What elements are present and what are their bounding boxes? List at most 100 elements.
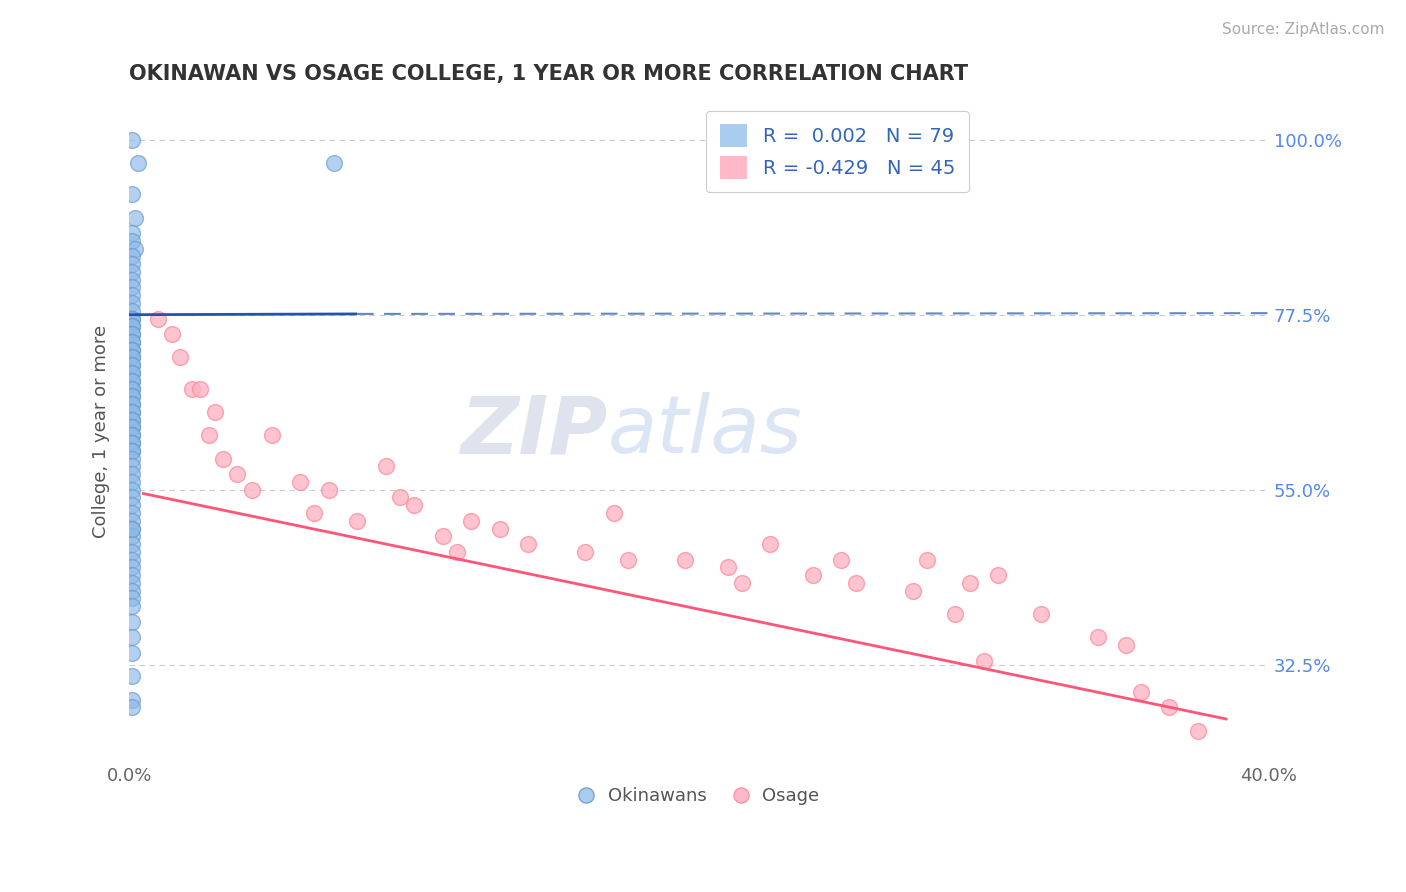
Point [121, 374, 143, 388]
Point [121, 412, 143, 426]
Point [121, 436, 143, 450]
Point [759, 537, 782, 551]
Point [616, 552, 638, 566]
Point [121, 576, 143, 591]
Point [121, 498, 143, 512]
Point [318, 483, 340, 497]
Point [959, 576, 981, 591]
Text: Source: ZipAtlas.com: Source: ZipAtlas.com [1222, 22, 1385, 37]
Point [121, 273, 143, 287]
Point [1029, 607, 1052, 621]
Point [945, 607, 967, 621]
Point [121, 420, 143, 434]
Point [121, 583, 143, 598]
Point [517, 537, 540, 551]
Point [121, 351, 143, 365]
Point [121, 451, 143, 466]
Point [127, 156, 149, 170]
Point [121, 358, 143, 372]
Point [121, 615, 143, 629]
Point [915, 552, 938, 566]
Point [973, 654, 995, 668]
Point [121, 436, 143, 450]
Point [121, 249, 143, 263]
Text: OKINAWAN VS OSAGE COLLEGE, 1 YEAR OR MORE CORRELATION CHART: OKINAWAN VS OSAGE COLLEGE, 1 YEAR OR MOR… [129, 64, 969, 84]
Point [121, 303, 143, 318]
Point [574, 545, 596, 559]
Point [121, 288, 143, 302]
Point [121, 491, 143, 505]
Point [602, 506, 624, 520]
Point [121, 343, 143, 357]
Point [402, 498, 425, 512]
Point [121, 311, 143, 326]
Point [121, 389, 143, 403]
Point [121, 545, 143, 559]
Point [388, 491, 411, 505]
Point [121, 631, 143, 645]
Point [226, 467, 249, 481]
Point [830, 552, 852, 566]
Point [801, 568, 824, 582]
Point [460, 514, 482, 528]
Point [121, 522, 143, 536]
Point [121, 412, 143, 426]
Point [121, 334, 143, 349]
Point [1159, 700, 1181, 714]
Point [121, 366, 143, 380]
Point [124, 211, 146, 225]
Point [673, 552, 696, 566]
Point [121, 327, 143, 342]
Point [121, 506, 143, 520]
Point [121, 343, 143, 357]
Point [716, 560, 738, 574]
Point [121, 374, 143, 388]
Point [323, 156, 346, 170]
Point [121, 257, 143, 271]
Point [160, 327, 183, 342]
Point [121, 405, 143, 419]
Point [121, 382, 143, 396]
Point [121, 389, 143, 403]
Point [121, 560, 143, 574]
Point [121, 382, 143, 396]
Point [488, 522, 510, 536]
Point [121, 522, 143, 536]
Point [121, 467, 143, 481]
Point [121, 420, 143, 434]
Point [188, 382, 211, 396]
Point [121, 483, 143, 497]
Point [121, 296, 143, 310]
Point [121, 397, 143, 411]
Text: ZIP: ZIP [460, 392, 607, 470]
Point [374, 459, 396, 474]
Point [1087, 631, 1109, 645]
Point [346, 514, 368, 528]
Point [121, 692, 143, 706]
Point [1187, 723, 1209, 738]
Point [121, 700, 143, 714]
Point [260, 428, 283, 442]
Point [121, 646, 143, 660]
Point [304, 506, 326, 520]
Point [845, 576, 868, 591]
Point [121, 537, 143, 551]
Point [204, 405, 226, 419]
Point [121, 334, 143, 349]
Point [180, 382, 202, 396]
Point [121, 226, 143, 240]
Point [1115, 638, 1137, 652]
Point [240, 483, 263, 497]
Point [121, 319, 143, 334]
Point [121, 475, 143, 489]
Point [198, 428, 221, 442]
Point [121, 280, 143, 294]
Point [121, 591, 143, 606]
Point [121, 443, 143, 458]
Point [1129, 685, 1152, 699]
Point [121, 366, 143, 380]
Point [121, 358, 143, 372]
Point [731, 576, 754, 591]
Point [987, 568, 1010, 582]
Point [169, 351, 191, 365]
